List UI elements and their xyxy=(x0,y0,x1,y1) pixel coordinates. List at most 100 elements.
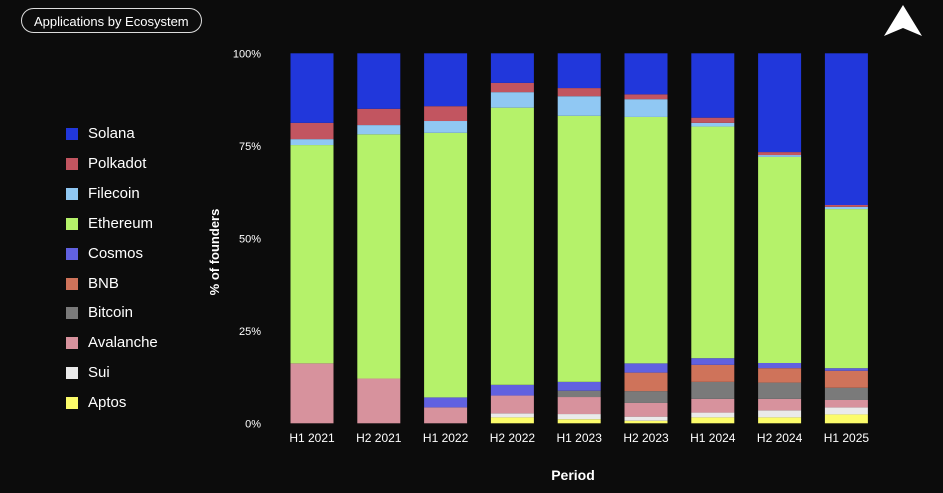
x-tick-label: H2 2024 xyxy=(757,431,803,445)
legend-swatch xyxy=(66,397,78,410)
x-tick-label: H2 2022 xyxy=(490,431,536,445)
segment-ethereum xyxy=(557,115,601,382)
x-tick-label: H1 2024 xyxy=(690,431,736,445)
x-tick-label: H2 2021 xyxy=(356,431,402,445)
segment-polkadot xyxy=(557,88,601,97)
legend-swatch xyxy=(66,128,78,140)
bar-h2-2021 xyxy=(357,53,401,424)
segment-sui xyxy=(691,412,735,418)
segment-ethereum xyxy=(290,145,334,364)
segment-bnb xyxy=(824,370,868,388)
segment-avalanche xyxy=(624,402,668,417)
legend-swatch xyxy=(66,187,78,200)
legend-label: Cosmos xyxy=(88,244,144,262)
segment-cosmos xyxy=(758,362,802,369)
segment-bitcoin xyxy=(557,390,601,398)
legend-item-cosmos: Cosmos xyxy=(66,244,216,264)
segment-avalanche xyxy=(290,363,334,424)
segment-sui xyxy=(490,413,534,418)
segment-avalanche xyxy=(424,407,468,424)
segment-polkadot xyxy=(624,94,668,100)
segment-filecoin xyxy=(624,99,668,117)
legend-item-sui: Sui xyxy=(66,363,216,383)
segment-solana xyxy=(557,53,601,89)
y-axis-ticks: 0% 25% 50% 75% 100% xyxy=(233,48,261,430)
legend-item-solana: Solana xyxy=(66,124,216,144)
legend-swatch xyxy=(66,337,78,350)
segment-polkadot xyxy=(824,205,868,207)
bar-h1-2022 xyxy=(424,53,468,424)
segment-solana xyxy=(691,53,735,118)
segment-sui xyxy=(758,410,802,418)
x-axis-label: Period xyxy=(551,467,595,483)
segment-solana xyxy=(758,53,802,153)
y-tick-label: 0% xyxy=(245,418,261,430)
legend-item-ethereum: Ethereum xyxy=(66,214,216,234)
legend-label: Polkadot xyxy=(88,154,147,172)
segment-ethereum xyxy=(758,156,802,363)
x-tick-label: H1 2021 xyxy=(289,431,335,445)
legend-swatch xyxy=(66,157,78,170)
segment-aptos xyxy=(758,417,802,424)
x-tick-label: H1 2025 xyxy=(824,431,870,445)
segment-ethereum xyxy=(424,132,468,398)
segment-cosmos xyxy=(424,397,468,408)
segment-aptos xyxy=(557,419,601,424)
segment-filecoin xyxy=(557,96,601,116)
x-tick-label: H2 2023 xyxy=(623,431,669,445)
segment-solana xyxy=(490,53,534,83)
segment-sui xyxy=(824,407,868,415)
bar-h1-2025 xyxy=(824,53,868,424)
segment-avalanche xyxy=(557,397,601,415)
bar-h2-2022 xyxy=(490,53,534,424)
bar-h1-2021 xyxy=(290,53,334,424)
segment-sui xyxy=(557,414,601,420)
segment-polkadot xyxy=(490,82,534,93)
segment-cosmos xyxy=(691,358,735,365)
segment-cosmos xyxy=(557,381,601,391)
segment-aptos xyxy=(490,417,534,424)
segment-polkadot xyxy=(758,152,802,156)
segment-cosmos xyxy=(490,384,534,396)
segment-avalanche xyxy=(357,378,401,424)
segment-filecoin xyxy=(424,121,468,133)
legend-item-avalanche: Avalanche xyxy=(66,333,216,353)
legend-swatch xyxy=(66,367,78,380)
segment-bnb xyxy=(691,364,735,382)
x-tick-label: H1 2022 xyxy=(423,431,469,445)
legend-label: Solana xyxy=(88,125,135,142)
bar-h2-2023 xyxy=(624,53,668,424)
segment-filecoin xyxy=(357,125,401,135)
bar-h1-2024 xyxy=(691,53,735,424)
segment-filecoin xyxy=(490,92,534,108)
segment-polkadot xyxy=(691,117,735,123)
segment-bnb xyxy=(624,372,668,392)
segment-solana xyxy=(357,53,401,109)
segment-cosmos xyxy=(624,363,668,373)
segment-filecoin xyxy=(290,139,334,146)
legend-swatch xyxy=(66,217,78,230)
segment-aptos xyxy=(624,420,668,424)
segment-aptos xyxy=(691,417,735,424)
segment-ethereum xyxy=(357,134,401,379)
segment-avalanche xyxy=(691,398,735,413)
segment-cosmos xyxy=(824,368,868,371)
segment-avalanche xyxy=(824,399,868,408)
segment-solana xyxy=(624,53,668,95)
legend-label: Sui xyxy=(88,364,110,382)
segment-bitcoin xyxy=(624,391,668,403)
triangle-logo-icon xyxy=(884,5,922,36)
legend-item-aptos: Aptos xyxy=(66,393,216,413)
y-axis-label: % of founders xyxy=(207,209,222,296)
segment-solana xyxy=(290,53,334,123)
segment-ethereum xyxy=(490,107,534,385)
legend-item-filecoin: Filecoin xyxy=(66,184,216,204)
x-axis-ticks: H1 2021 H2 2021 H1 2022 H2 2022 H1 2023 H2 20… xyxy=(289,431,869,445)
segment-solana xyxy=(824,53,868,205)
segment-bnb xyxy=(758,368,802,383)
legend-label: Bitcoin xyxy=(88,304,134,322)
segment-filecoin xyxy=(758,155,802,157)
legend-swatch xyxy=(66,307,78,320)
bars-group xyxy=(290,53,868,424)
segment-ethereum xyxy=(691,126,735,359)
